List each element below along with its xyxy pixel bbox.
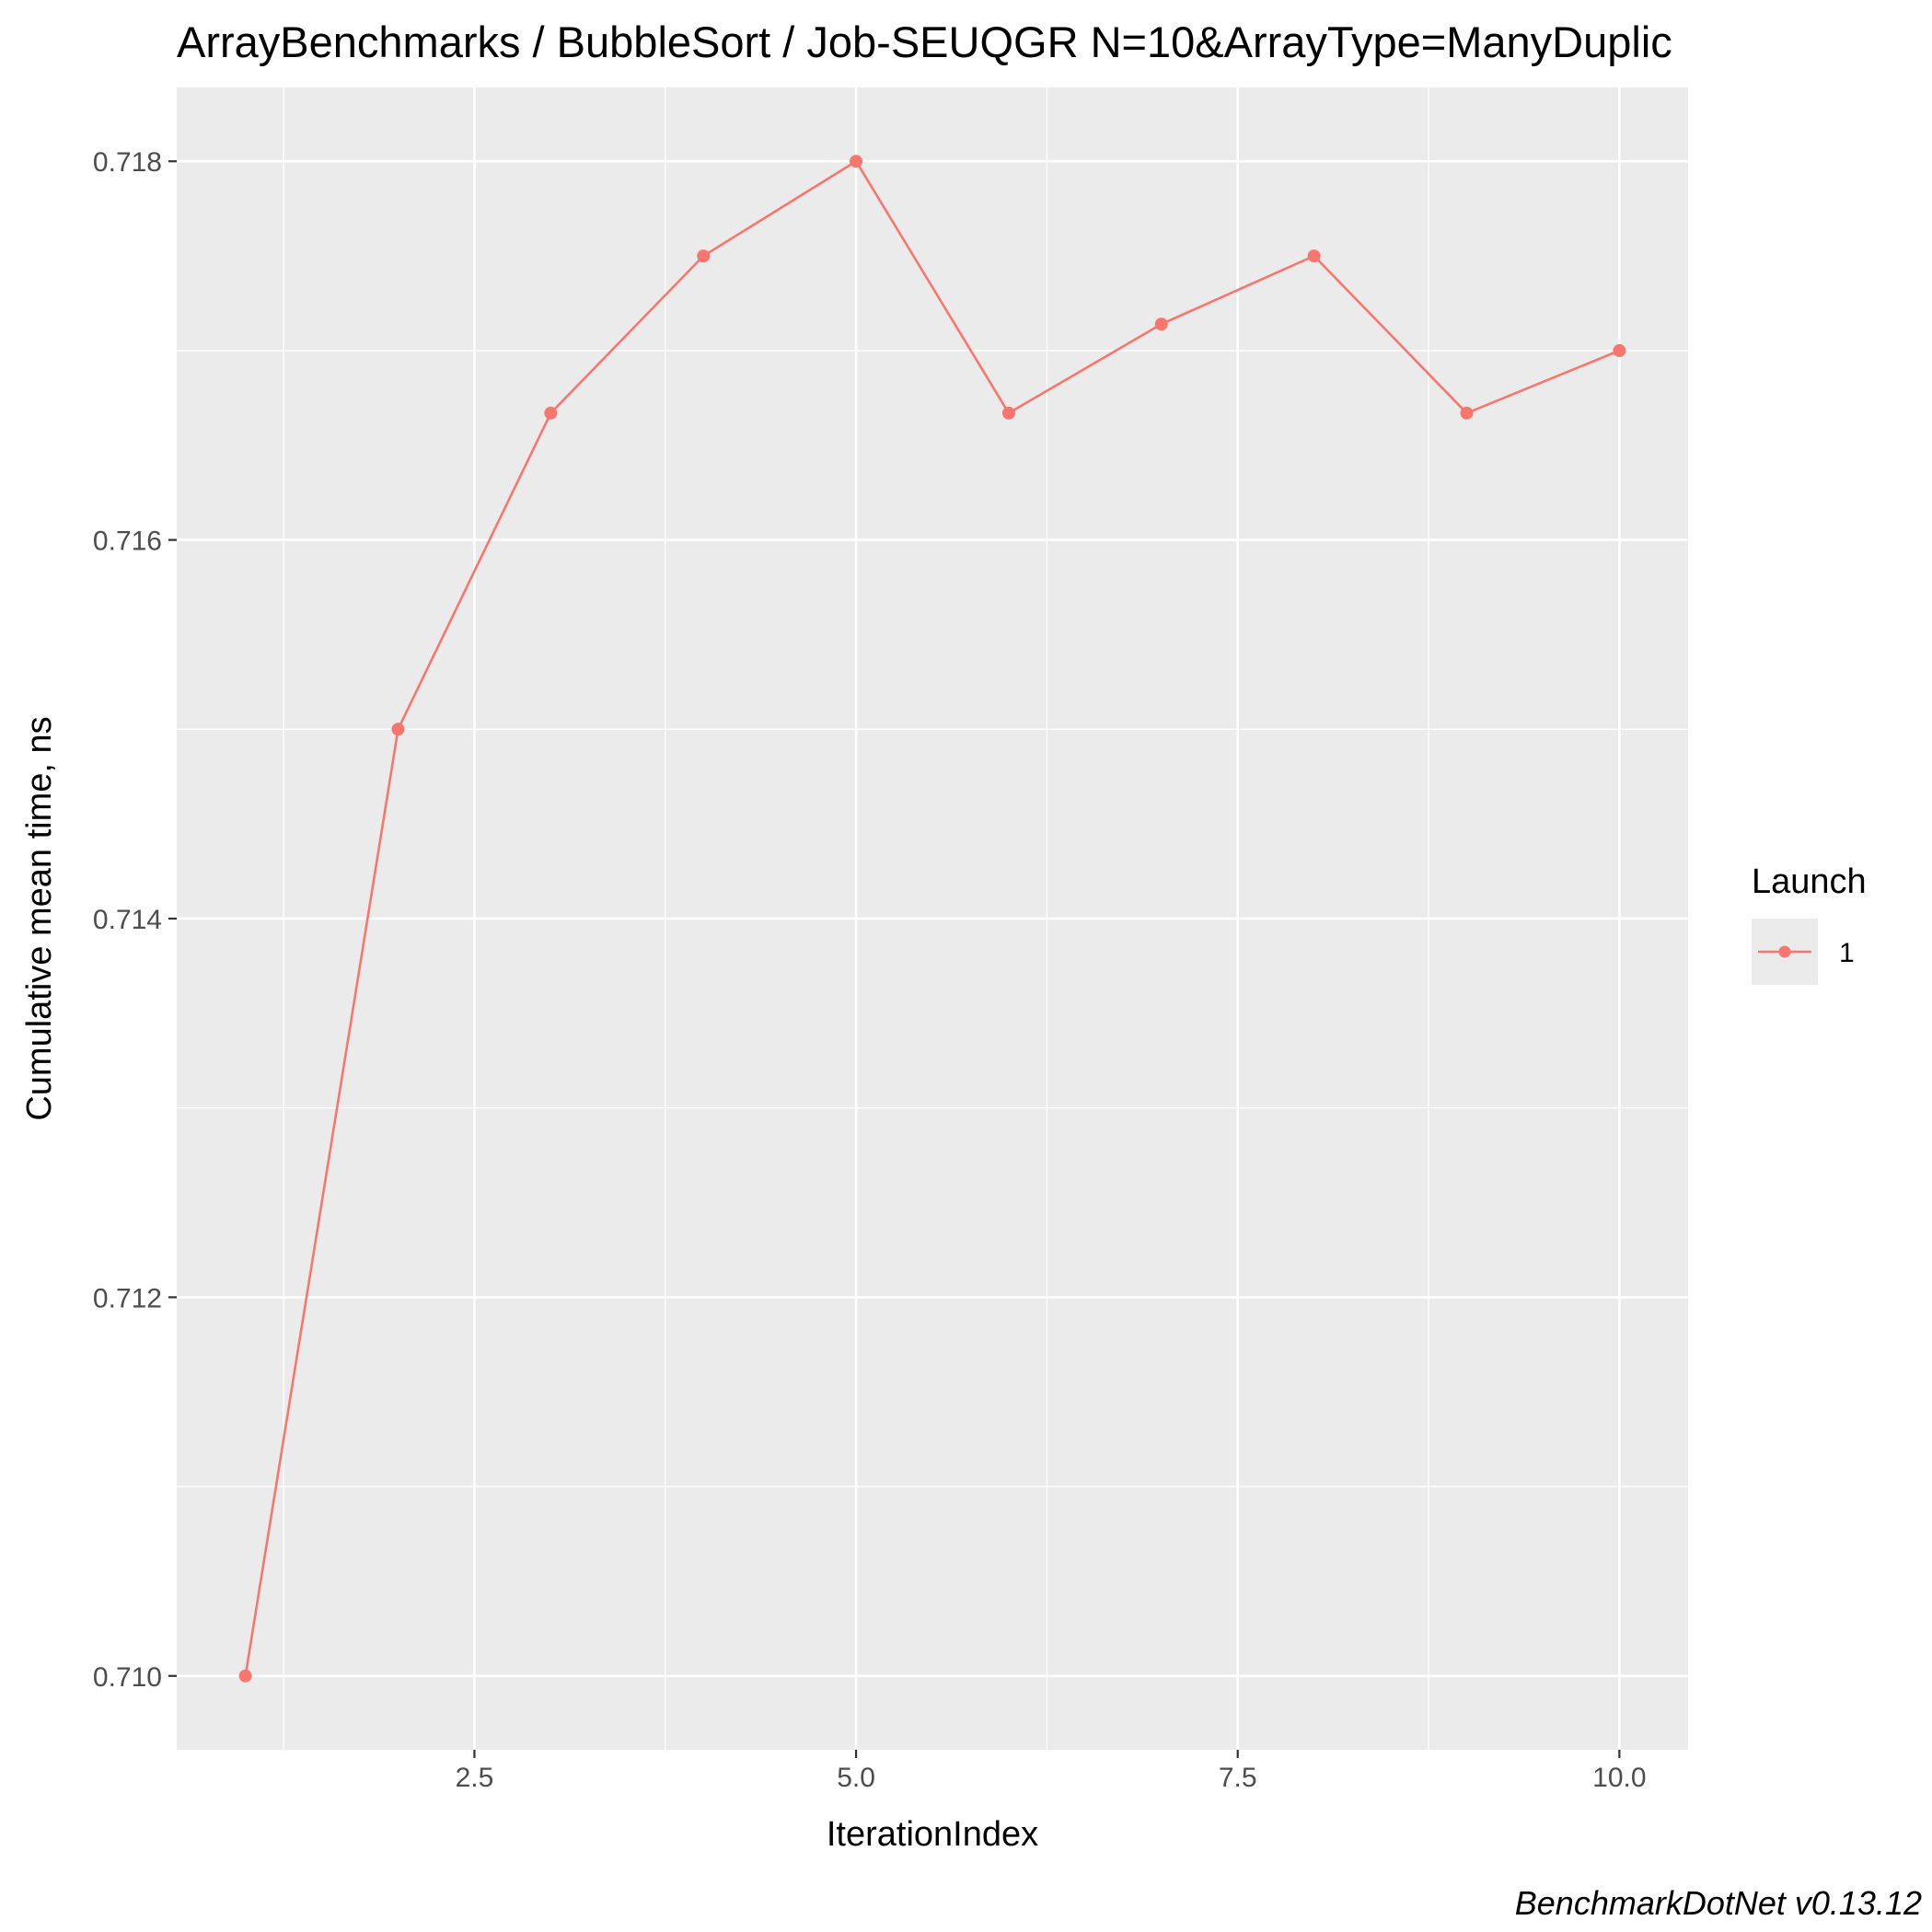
data-point-4 [697,249,711,263]
y-tick-label-3: 0.716 [93,526,162,557]
data-point-2 [391,723,405,736]
legend-key-point [1778,945,1791,958]
data-point-1 [238,1669,252,1683]
x-axis-title: IterationIndex [827,1815,1038,1854]
y-tick-label-2: 0.714 [93,905,162,935]
x-tick-label-3: 10.0 [1592,1763,1646,1793]
y-tick-label-1: 0.712 [93,1283,162,1313]
data-point-6 [1001,406,1015,420]
x-tick-label-0: 2.5 [456,1763,494,1793]
series-layer [238,155,1626,1683]
x-tick-label-1: 5.0 [837,1763,875,1793]
legend-title: Launch [1752,862,1867,901]
y-tick-label-0: 0.710 [93,1662,162,1693]
series-line-1 [244,159,1620,1676]
y-axis-title: Cumulative mean time, ns [20,716,59,1120]
x-axis: 2.5 5.0 7.5 10.0 [456,1750,1647,1793]
data-point-7 [1154,318,1168,331]
data-point-8 [1307,249,1321,263]
data-point-10 [1613,343,1626,357]
caption: BenchmarkDotNet v0.13.12 [1515,1884,1922,1922]
data-point-9 [1460,406,1474,420]
y-axis: 0.710 0.712 0.714 0.716 0.718 [93,147,177,1693]
data-point-3 [544,406,558,420]
chart-title: ArrayBenchmarks / BubbleSort / Job-SEUQG… [177,17,1672,66]
legend-label-1: 1 [1839,938,1855,968]
data-point-5 [850,155,863,168]
y-tick-label-4: 0.718 [93,147,162,178]
legend: Launch 1 [1752,862,1867,985]
x-tick-label-2: 7.5 [1219,1763,1257,1793]
grid-major-lines [177,87,1688,1750]
